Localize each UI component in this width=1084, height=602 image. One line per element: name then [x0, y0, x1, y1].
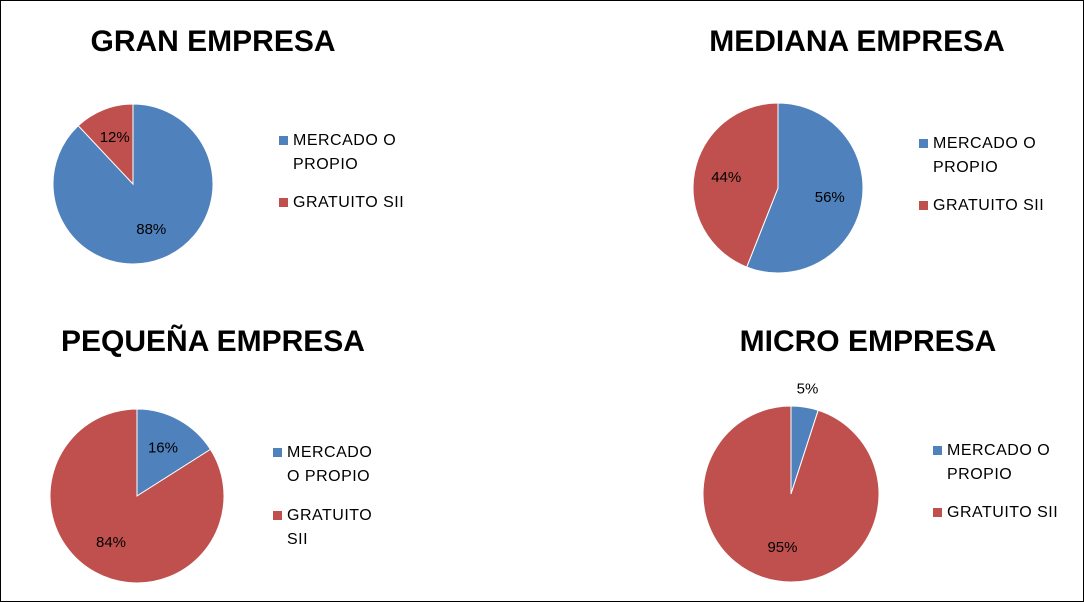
pie-slice	[692, 102, 779, 268]
legend-swatch	[273, 511, 282, 520]
legend-label: GRATUITO SII	[287, 507, 373, 548]
legend-label: MERCADO O PROPIO	[287, 444, 373, 485]
legend-item: MERCADO O PROPIO	[933, 439, 1082, 487]
legend-swatch	[273, 448, 282, 457]
legend-swatch	[919, 139, 928, 148]
legend-label: MERCADO O PROPIO	[933, 135, 1037, 176]
data-label: 16%	[148, 440, 178, 457]
legend-item: GRATUITO SII	[273, 504, 387, 552]
chart-title: PEQUEÑA EMPRESA	[61, 324, 365, 358]
legend-swatch	[919, 201, 928, 210]
pie-slice	[136, 408, 212, 497]
legend-item: GRATUITO SII	[933, 501, 1082, 525]
legend-item: MERCADO O PROPIO	[273, 441, 387, 489]
chart-title: MEDIANA EMPRESA	[709, 25, 1005, 58]
pie-slice	[49, 408, 225, 584]
legend-swatch	[933, 446, 942, 455]
data-label: 84%	[96, 534, 126, 551]
chart-title: MICRO EMPRESA	[740, 325, 997, 358]
legend-item: GRATUITO SII	[279, 191, 428, 215]
legend-label: GRATUITO SII	[933, 197, 1045, 214]
data-label: 5%	[797, 381, 819, 398]
legend-swatch	[933, 508, 942, 517]
data-label: 12%	[100, 129, 130, 146]
data-label: 95%	[767, 539, 797, 556]
legend-label: MERCADO O PROPIO	[947, 442, 1051, 483]
pie-slice	[746, 102, 864, 274]
legend-label: GRATUITO SII	[293, 194, 405, 211]
legend-label: MERCADO O PROPIO	[293, 132, 397, 173]
pie-slice	[77, 103, 134, 186]
legend-item: MERCADO O PROPIO	[279, 129, 428, 177]
pie-slice	[702, 405, 880, 583]
legend-swatch	[279, 198, 288, 207]
data-label: 56%	[815, 189, 845, 206]
chart-title: GRAN EMPRESA	[90, 25, 335, 58]
data-label: 44%	[711, 169, 741, 186]
legend-item: GRATUITO SII	[919, 194, 1068, 218]
data-label: 88%	[136, 221, 166, 238]
legend-swatch	[279, 136, 288, 145]
legend-item: MERCADO O PROPIO	[919, 132, 1068, 180]
legend-label: GRATUITO SII	[947, 504, 1059, 521]
